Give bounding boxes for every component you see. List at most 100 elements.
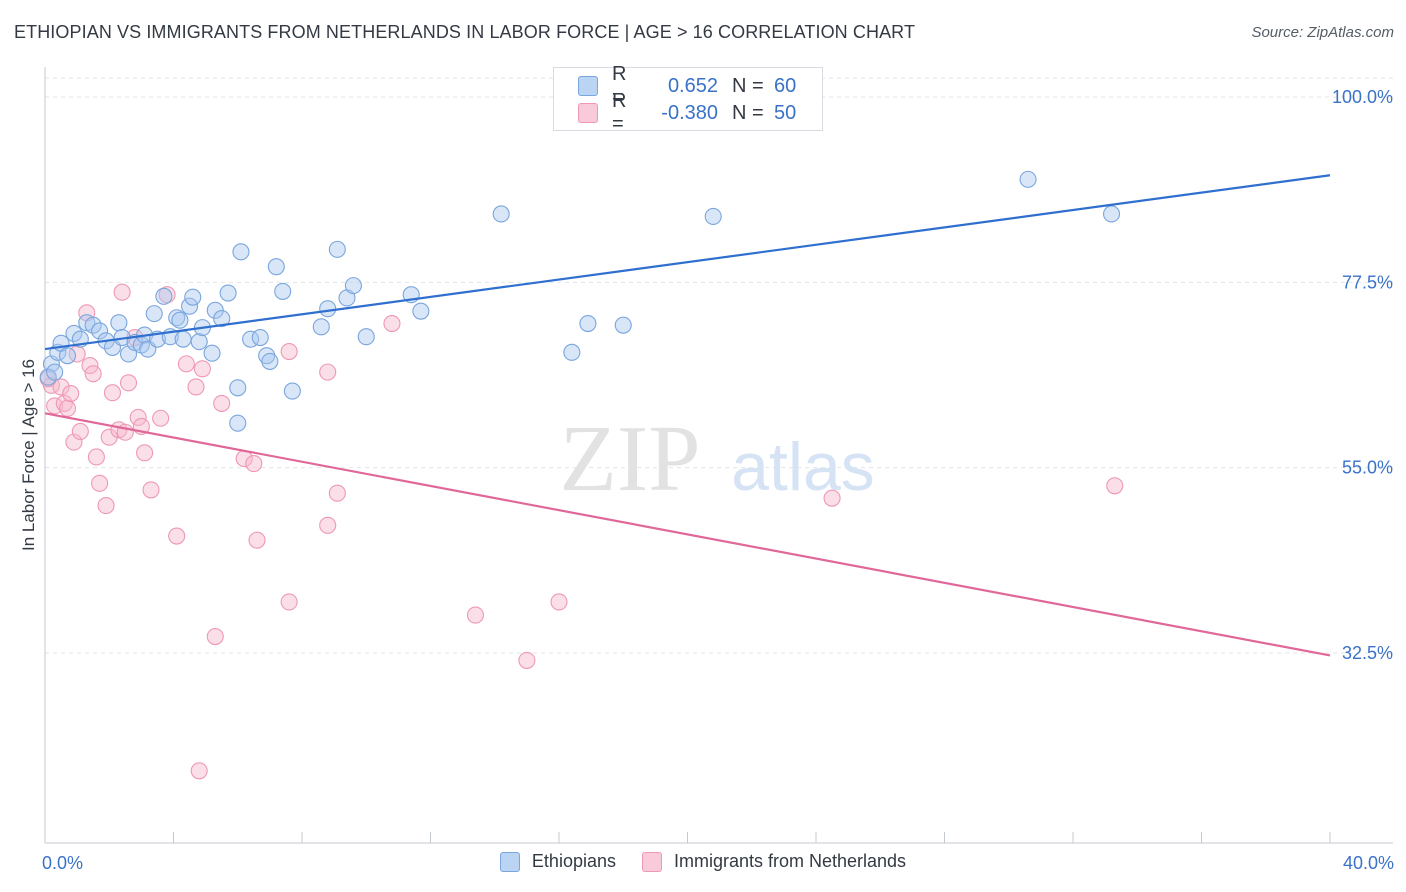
correlation-legend: R = 0.652 N = 60 R = -0.380 N = 50	[553, 63, 823, 135]
netherlands-point	[152, 409, 170, 427]
netherlands-point	[113, 283, 131, 301]
netherlands-point	[62, 384, 80, 403]
ethiopian-point	[181, 297, 199, 315]
chart-title: ETHIOPIAN VS IMMIGRANTS FROM NETHERLANDS…	[14, 22, 916, 42]
ethiopian-point	[184, 288, 202, 306]
legend-row-netherlands: R = -0.380 N = 50	[578, 90, 796, 135]
ethiopian-point	[171, 311, 189, 329]
axes	[44, 67, 1393, 844]
netherlands-point	[55, 394, 73, 412]
ethiopian-point	[251, 328, 269, 347]
ethiopian-point	[58, 347, 77, 365]
netherlands-point	[328, 484, 346, 502]
netherlands-point	[97, 497, 115, 515]
ethiopian-point	[110, 314, 128, 332]
netherlands-point	[187, 378, 205, 396]
ethiopian-point	[168, 309, 186, 327]
ethiopian-point	[267, 258, 285, 276]
ethiopian-point	[46, 363, 64, 381]
ethiopian-point	[412, 302, 430, 320]
netherlands-point	[87, 448, 105, 466]
netherlands-point	[319, 363, 337, 381]
legend-swatch-blue	[499, 851, 520, 872]
ethiopian-point	[328, 240, 346, 258]
ethiopian-point	[563, 343, 581, 361]
netherlands-point	[280, 342, 298, 361]
netherlands-point	[91, 474, 109, 492]
netherlands-point	[190, 762, 208, 780]
netherlands-point	[142, 481, 160, 499]
series-ethiopians-points	[39, 170, 1121, 432]
watermark-atlas: atlas	[731, 429, 875, 505]
legend-r-label: R =	[612, 63, 627, 108]
y-axis-label: In Labor Force | Age > 16	[19, 358, 38, 552]
netherlands-point	[319, 516, 337, 534]
netherlands-point	[177, 355, 195, 373]
ethiopian-point	[213, 310, 231, 328]
legend-item-netherlands: Immigrants from Netherlands	[641, 851, 907, 872]
y-tick-label: 100.0%	[1332, 87, 1393, 107]
netherlands-point	[245, 454, 263, 473]
ethiopian-point	[91, 322, 109, 340]
netherlands-point	[823, 489, 841, 507]
ethiopian-point	[283, 382, 301, 400]
gridlines	[45, 77, 1393, 654]
y-tick-label: 55.0%	[1342, 458, 1393, 478]
y-tick-label: 32.5%	[1342, 643, 1393, 663]
netherlands-point	[71, 422, 89, 440]
netherlands-point	[84, 365, 102, 383]
ethiopian-point	[357, 328, 375, 346]
netherlands-point	[136, 444, 154, 462]
trend-line-ethiopians	[44, 174, 1331, 351]
watermark-zip: ZIP	[560, 407, 701, 511]
x-tick-label-min: 0.0%	[42, 853, 84, 873]
netherlands-point	[168, 527, 186, 545]
legend-label-netherlands: Immigrants from Netherlands	[673, 851, 907, 871]
netherlands-point	[280, 593, 298, 611]
netherlands-point	[206, 627, 224, 646]
ethiopian-point	[492, 205, 510, 223]
netherlands-point	[129, 408, 147, 426]
netherlands-point	[65, 433, 83, 451]
trend-line-netherlands	[44, 412, 1331, 657]
ethiopian-point	[261, 352, 279, 370]
netherlands-point	[46, 397, 64, 415]
series-netherlands-points	[39, 283, 1124, 780]
legend-swatch-pink	[641, 851, 662, 872]
ethiopian-point	[274, 282, 292, 300]
netherlands-point	[550, 593, 568, 611]
ethiopian-point	[1103, 205, 1121, 223]
watermark: ZIP atlas	[560, 407, 875, 511]
ethiopian-point	[579, 314, 597, 333]
netherlands-point	[518, 651, 536, 669]
netherlands-point	[58, 399, 77, 417]
legend-r-label: R =	[612, 90, 627, 135]
ethiopian-point	[65, 324, 83, 342]
ethiopian-point	[319, 300, 337, 318]
netherlands-point	[119, 374, 138, 392]
ethiopian-point	[190, 333, 208, 351]
y-tick-label: 77.5%	[1342, 272, 1393, 292]
legend-r-value: -0.380	[661, 101, 718, 124]
ethiopian-point	[229, 379, 247, 397]
netherlands-point	[213, 394, 231, 412]
ethiopian-point	[614, 316, 632, 334]
ethiopian-point	[145, 305, 163, 323]
netherlands-point	[103, 384, 122, 402]
ethiopian-point	[174, 330, 192, 348]
netherlands-point	[248, 531, 266, 549]
ethiopian-point	[312, 318, 330, 336]
legend-n-value: 60	[774, 74, 797, 97]
netherlands-point	[193, 360, 211, 378]
ethiopian-point	[155, 287, 173, 305]
ethiopian-point	[203, 344, 221, 362]
y-tick-labels: 32.5% 55.0% 77.5% 100.0%	[1332, 87, 1393, 663]
legend-n-label: N =	[732, 74, 764, 97]
ethiopian-point	[1019, 170, 1037, 188]
legend-label-ethiopians: Ethiopians	[531, 851, 616, 871]
series-legend: Ethiopians Immigrants from Netherlands	[0, 851, 1406, 872]
ethiopian-point	[232, 243, 250, 261]
netherlands-point	[52, 378, 70, 396]
ethiopian-point	[704, 207, 722, 225]
